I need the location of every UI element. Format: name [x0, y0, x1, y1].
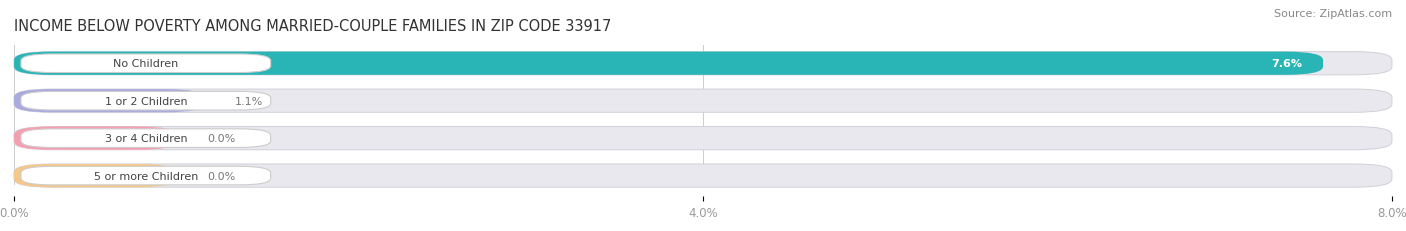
FancyBboxPatch shape	[21, 92, 271, 110]
FancyBboxPatch shape	[14, 52, 1323, 76]
FancyBboxPatch shape	[14, 164, 1392, 187]
FancyBboxPatch shape	[14, 127, 1392, 150]
Text: 0.0%: 0.0%	[208, 171, 236, 181]
FancyBboxPatch shape	[14, 90, 1392, 113]
FancyBboxPatch shape	[21, 129, 271, 148]
Text: 7.6%: 7.6%	[1271, 59, 1302, 69]
FancyBboxPatch shape	[14, 127, 176, 150]
Text: 5 or more Children: 5 or more Children	[94, 171, 198, 181]
FancyBboxPatch shape	[14, 52, 1392, 76]
Text: INCOME BELOW POVERTY AMONG MARRIED-COUPLE FAMILIES IN ZIP CODE 33917: INCOME BELOW POVERTY AMONG MARRIED-COUPL…	[14, 18, 612, 33]
Text: No Children: No Children	[114, 59, 179, 69]
Text: 0.0%: 0.0%	[208, 134, 236, 143]
FancyBboxPatch shape	[14, 90, 204, 113]
Text: 1 or 2 Children: 1 or 2 Children	[104, 96, 187, 106]
FancyBboxPatch shape	[21, 167, 271, 185]
Text: 1.1%: 1.1%	[235, 96, 263, 106]
Text: Source: ZipAtlas.com: Source: ZipAtlas.com	[1274, 9, 1392, 19]
Text: 3 or 4 Children: 3 or 4 Children	[104, 134, 187, 143]
FancyBboxPatch shape	[21, 55, 271, 73]
FancyBboxPatch shape	[14, 164, 176, 187]
